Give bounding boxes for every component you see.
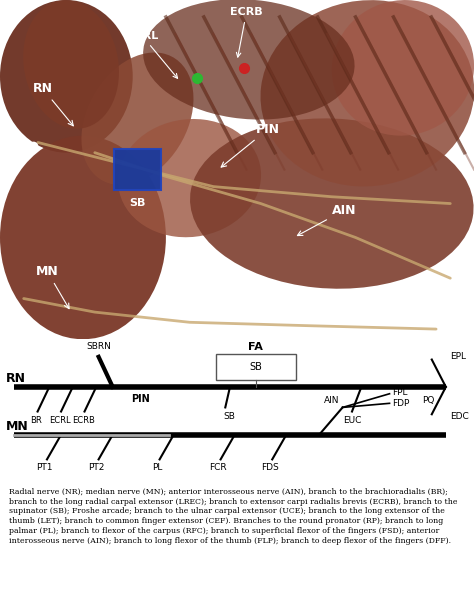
Text: PIN: PIN: [131, 394, 150, 404]
Ellipse shape: [0, 136, 166, 339]
Bar: [114, 149, 161, 190]
Text: PT2: PT2: [88, 464, 104, 473]
Text: SBRN: SBRN: [86, 342, 111, 352]
Text: MN: MN: [36, 265, 69, 309]
Text: P: P: [402, 301, 408, 310]
Ellipse shape: [0, 0, 133, 153]
Ellipse shape: [143, 0, 355, 120]
Text: FDP: FDP: [392, 399, 409, 408]
Ellipse shape: [190, 119, 474, 289]
Text: EPL: EPL: [450, 352, 466, 361]
Bar: [216, 354, 296, 380]
Text: SB: SB: [249, 362, 262, 372]
Text: PQ: PQ: [422, 396, 435, 405]
Text: ECRB: ECRB: [230, 7, 263, 57]
Ellipse shape: [261, 0, 474, 186]
Text: PL: PL: [152, 464, 163, 473]
Text: FCR: FCR: [210, 464, 227, 473]
Text: PT1: PT1: [36, 464, 53, 473]
Text: EDC: EDC: [450, 412, 469, 421]
Text: SB: SB: [223, 412, 235, 421]
Text: L: L: [438, 263, 443, 271]
Text: ECRL: ECRL: [127, 31, 178, 78]
Text: AIN: AIN: [324, 396, 339, 405]
Text: FDS: FDS: [261, 464, 279, 473]
Text: M: M: [437, 332, 445, 342]
Text: MN: MN: [6, 420, 29, 433]
Ellipse shape: [82, 53, 193, 185]
Text: SB: SB: [129, 198, 146, 208]
Ellipse shape: [23, 0, 119, 129]
Text: ECRL: ECRL: [49, 415, 71, 425]
Text: BR: BR: [30, 415, 42, 425]
Text: FA: FA: [248, 342, 263, 352]
Text: RN: RN: [33, 82, 73, 126]
Text: FPL: FPL: [392, 388, 407, 397]
Text: RN: RN: [6, 372, 26, 385]
Text: ECRB: ECRB: [72, 415, 94, 425]
Text: PIN: PIN: [221, 123, 280, 167]
Text: EUC: EUC: [343, 415, 361, 425]
Ellipse shape: [332, 0, 474, 136]
Text: AIN: AIN: [297, 204, 356, 235]
Ellipse shape: [118, 119, 261, 237]
Text: Radial nerve (NR); median nerve (MN); anterior interosseous nerve (AIN), branch : Radial nerve (NR); median nerve (MN); an…: [9, 488, 458, 545]
